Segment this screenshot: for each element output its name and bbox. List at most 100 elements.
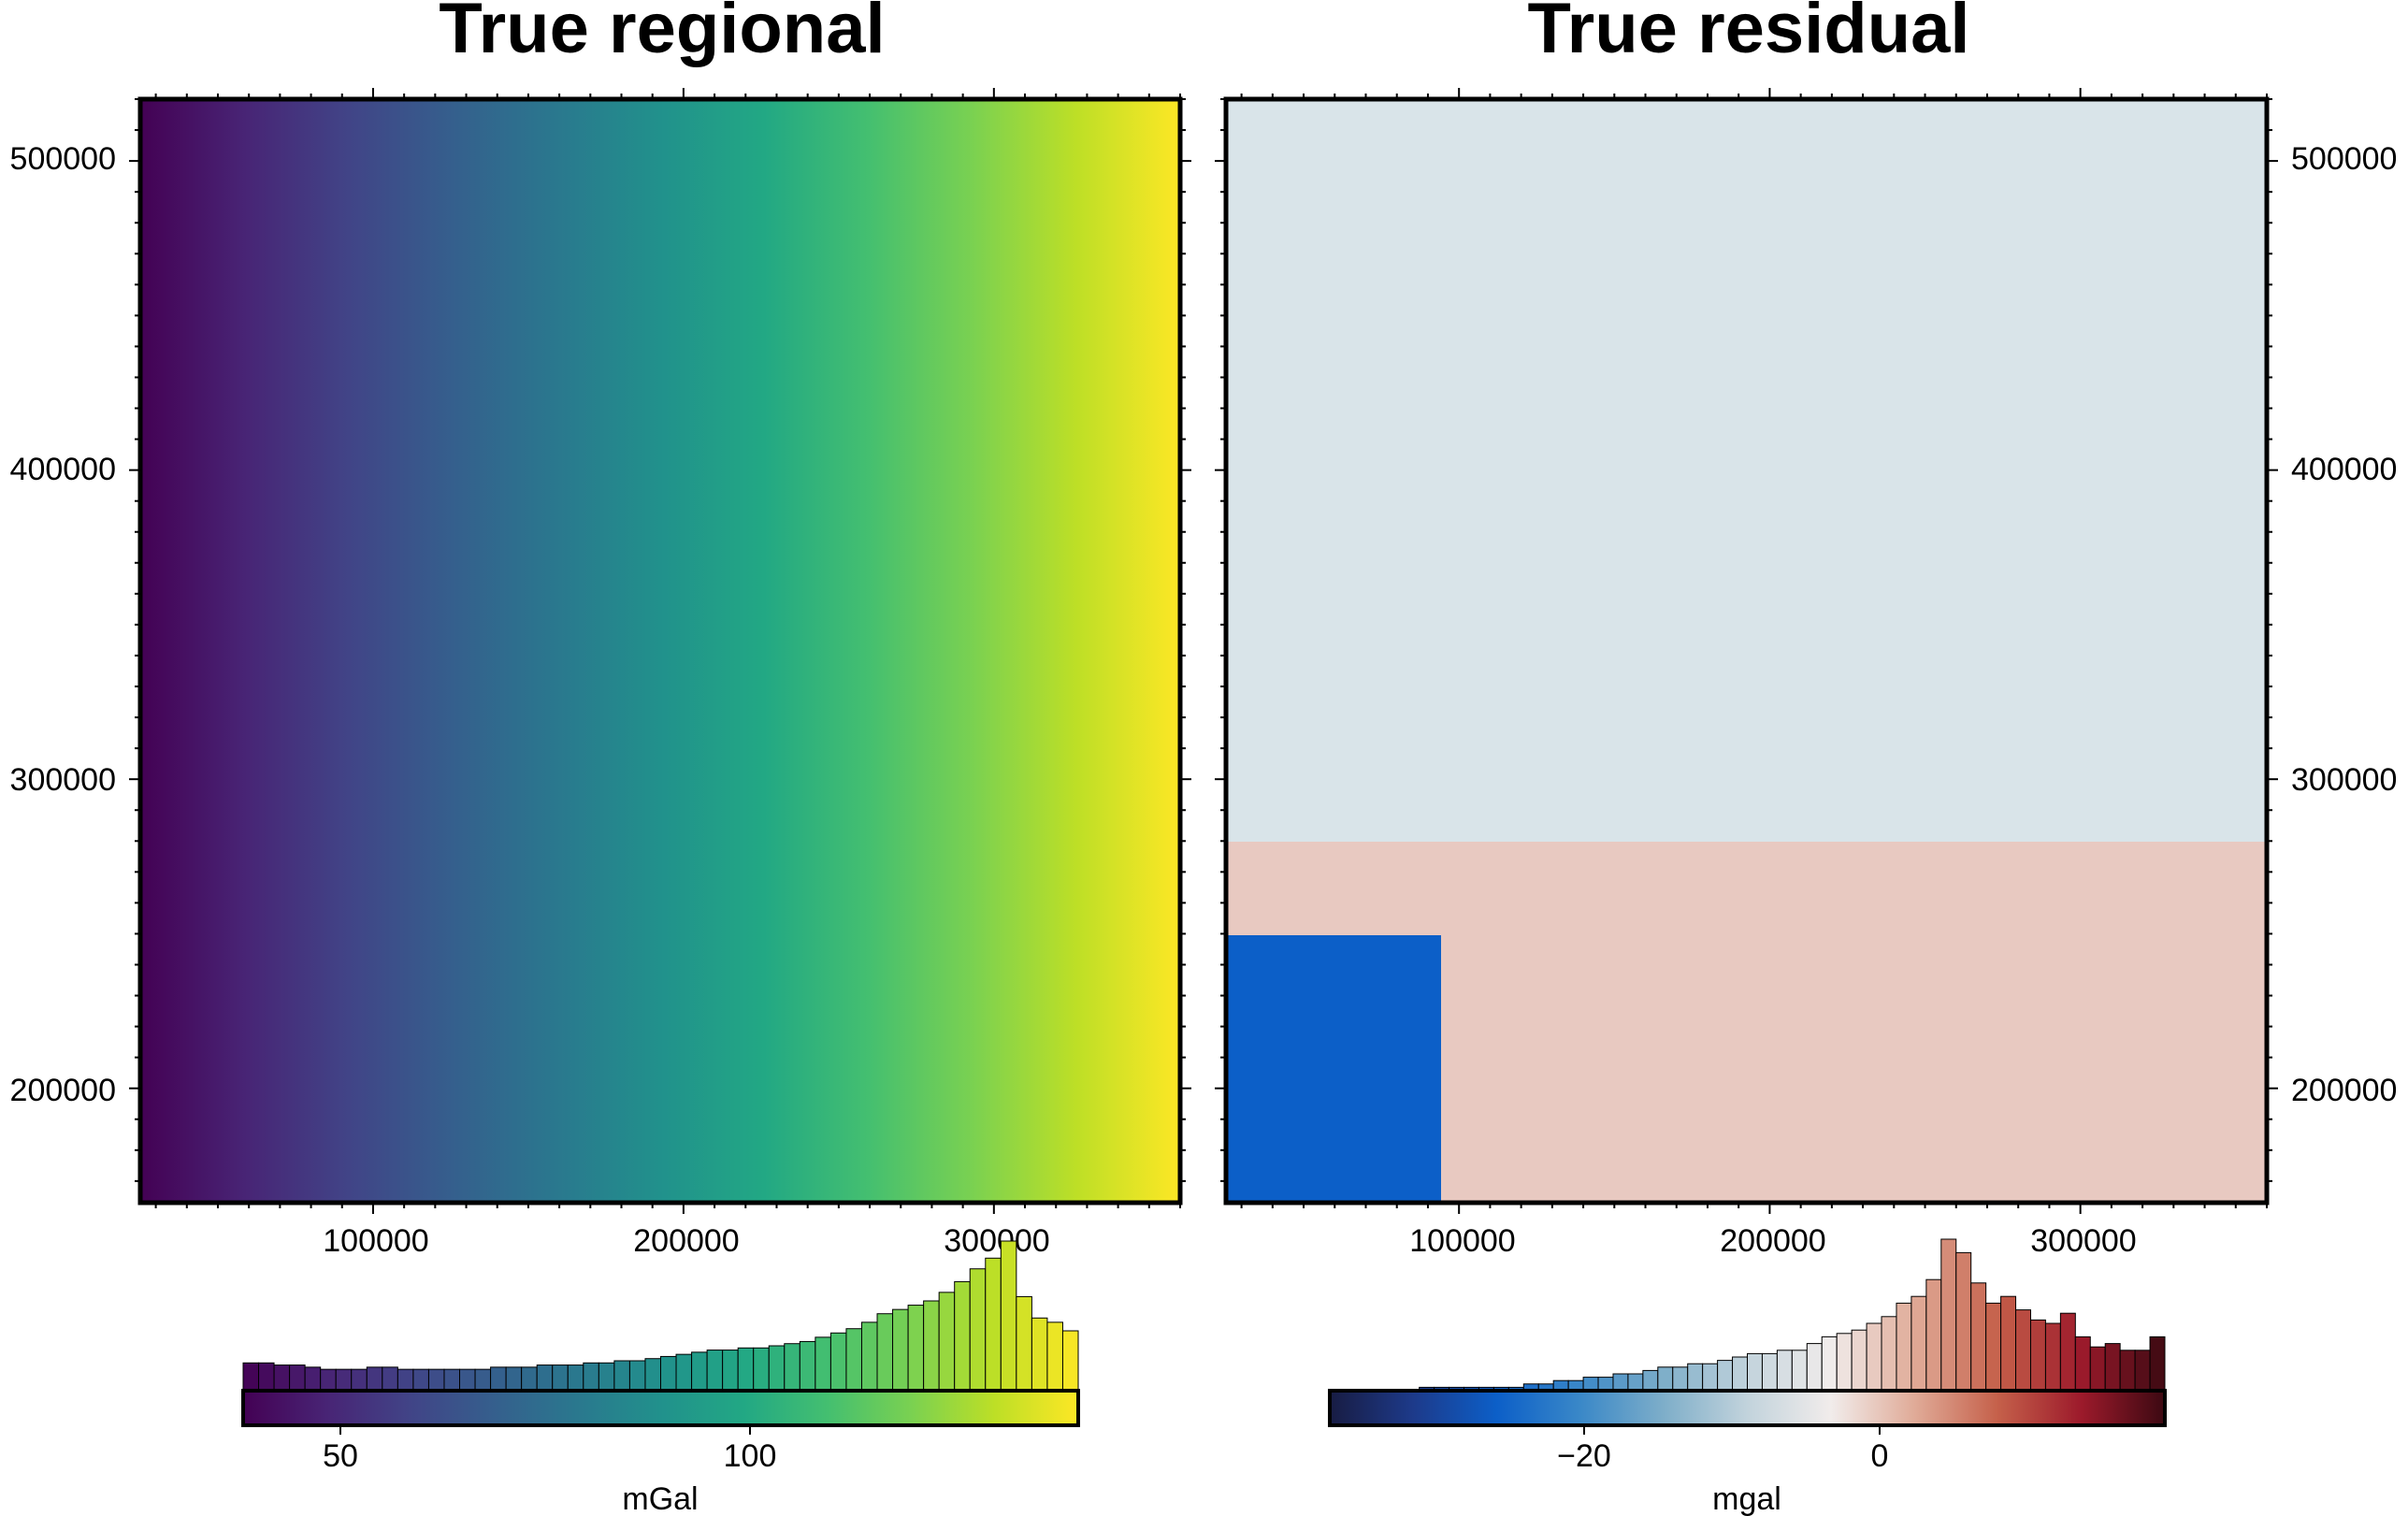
histogram-bar bbox=[1761, 1352, 1778, 1392]
y-tick-label: 200000 bbox=[10, 1073, 116, 1108]
y-tick-labels-residual: 500000 400000 300000 200000 bbox=[2291, 141, 2397, 1108]
histogram-bar bbox=[242, 1362, 260, 1392]
histogram-bar bbox=[2044, 1322, 2061, 1392]
x-tick-labels-regional: 100000 200000 300000 bbox=[323, 1223, 1049, 1259]
histogram-bar bbox=[1612, 1373, 1629, 1392]
colorbar-label-regional: mGal bbox=[622, 1481, 698, 1516]
colorbar-regional bbox=[241, 1389, 1080, 1427]
histogram-bar bbox=[706, 1350, 724, 1392]
histogram-bar bbox=[829, 1332, 847, 1392]
histogram-bar bbox=[799, 1340, 816, 1392]
histogram-bar bbox=[521, 1366, 538, 1392]
histogram-bar bbox=[1582, 1377, 1599, 1392]
histogram-bar bbox=[784, 1343, 800, 1392]
x-tick-label: 300000 bbox=[944, 1223, 1049, 1259]
histogram-bar bbox=[427, 1368, 445, 1392]
histogram-bar bbox=[660, 1355, 677, 1392]
histogram-bar bbox=[644, 1358, 661, 1392]
histogram-bar bbox=[583, 1362, 599, 1392]
histogram-bar bbox=[351, 1368, 368, 1392]
histogram-bar bbox=[366, 1366, 383, 1392]
histogram-bar bbox=[1925, 1278, 1942, 1392]
histogram-bar bbox=[382, 1366, 398, 1392]
x-tick-label: 100000 bbox=[323, 1223, 428, 1259]
histogram-bar bbox=[1776, 1350, 1793, 1392]
histogram-bar bbox=[985, 1257, 1002, 1392]
histogram-bar bbox=[567, 1364, 584, 1392]
histogram-bar bbox=[1657, 1366, 1674, 1392]
histogram-bar bbox=[1000, 1240, 1017, 1392]
histogram-bar bbox=[1911, 1295, 1927, 1392]
histogram-bar bbox=[505, 1366, 523, 1392]
histogram-bar bbox=[598, 1362, 615, 1392]
histogram-bar bbox=[490, 1366, 507, 1392]
histogram-bar bbox=[1627, 1373, 1644, 1392]
histogram-regional bbox=[242, 1240, 1079, 1392]
histogram-bar bbox=[536, 1364, 554, 1392]
x-tick-label: 100000 bbox=[1409, 1223, 1515, 1259]
colorbar-tick-label: 0 bbox=[1871, 1438, 1889, 1474]
y-tick-label: 200000 bbox=[2291, 1073, 2397, 1108]
histogram-bar bbox=[938, 1292, 956, 1392]
histogram-bar bbox=[1896, 1302, 1912, 1392]
histogram-bar bbox=[1642, 1369, 1659, 1392]
y-tick-label: 400000 bbox=[10, 452, 116, 487]
colorbar-ticks-residual: −20 0 bbox=[1557, 1425, 1888, 1474]
histogram-bar bbox=[722, 1350, 739, 1392]
histogram-bar bbox=[907, 1305, 925, 1392]
histogram-bar bbox=[954, 1280, 971, 1392]
y-tick-label: 500000 bbox=[2291, 141, 2397, 177]
histogram-bar bbox=[2119, 1350, 2136, 1392]
frame-residual bbox=[1223, 96, 2270, 1206]
histogram-bar bbox=[2015, 1309, 2031, 1392]
histogram-bar bbox=[1970, 1282, 1987, 1392]
histogram-bar bbox=[2104, 1343, 2121, 1392]
histogram-bar bbox=[892, 1308, 909, 1392]
histogram-bar bbox=[1851, 1329, 1867, 1392]
histogram-bar bbox=[1717, 1360, 1734, 1392]
histogram-bar bbox=[474, 1368, 492, 1392]
histogram-bar bbox=[1031, 1317, 1048, 1392]
frame-regional bbox=[137, 96, 1183, 1206]
histogram-bar bbox=[320, 1368, 337, 1392]
y-tick-label: 400000 bbox=[2291, 452, 2397, 487]
histogram-bar bbox=[2074, 1336, 2091, 1392]
colorbar-tick-label: 50 bbox=[323, 1438, 358, 1474]
histogram-bar bbox=[1806, 1343, 1823, 1392]
y-tick-label: 500000 bbox=[10, 141, 116, 177]
histogram-bar bbox=[1747, 1352, 1763, 1392]
y-tick-label: 300000 bbox=[10, 762, 116, 798]
colorbar-tick-label: 100 bbox=[724, 1438, 777, 1474]
histogram-bar bbox=[691, 1351, 708, 1392]
histogram-bar bbox=[675, 1353, 693, 1392]
histogram-bar bbox=[1016, 1295, 1032, 1392]
histogram-bar bbox=[628, 1360, 646, 1392]
histogram-bar bbox=[1061, 1330, 1079, 1392]
histogram-bar bbox=[459, 1368, 476, 1392]
histogram-bar bbox=[2134, 1350, 2151, 1392]
histogram-bar bbox=[876, 1313, 894, 1392]
histogram-bar bbox=[335, 1368, 353, 1392]
histogram-bar bbox=[1732, 1356, 1749, 1392]
histogram-bar bbox=[1791, 1350, 1808, 1392]
histogram-bar bbox=[753, 1347, 770, 1392]
histogram-bar bbox=[1866, 1322, 1882, 1392]
colorbar-ticks-regional: 50 100 bbox=[323, 1425, 776, 1474]
histogram-bar bbox=[397, 1368, 414, 1392]
histogram-bar bbox=[304, 1366, 322, 1392]
histogram-bar bbox=[1821, 1336, 1838, 1392]
histogram-bar bbox=[1702, 1363, 1719, 1392]
histogram-bar bbox=[969, 1268, 987, 1392]
histogram-bar bbox=[1672, 1366, 1689, 1392]
histogram-bar bbox=[552, 1364, 569, 1392]
histogram-bar bbox=[923, 1300, 940, 1392]
histogram-bar bbox=[860, 1321, 878, 1392]
colorbar-label-residual: mgal bbox=[1712, 1481, 1781, 1516]
histogram-bar bbox=[2000, 1295, 2017, 1392]
x-tick-label: 200000 bbox=[1720, 1223, 1825, 1259]
histogram-bar bbox=[273, 1364, 291, 1392]
histogram-bar bbox=[2089, 1346, 2106, 1392]
y-tick-labels-regional: 500000 400000 300000 200000 bbox=[10, 141, 116, 1108]
x-tick-label: 200000 bbox=[633, 1223, 739, 1259]
